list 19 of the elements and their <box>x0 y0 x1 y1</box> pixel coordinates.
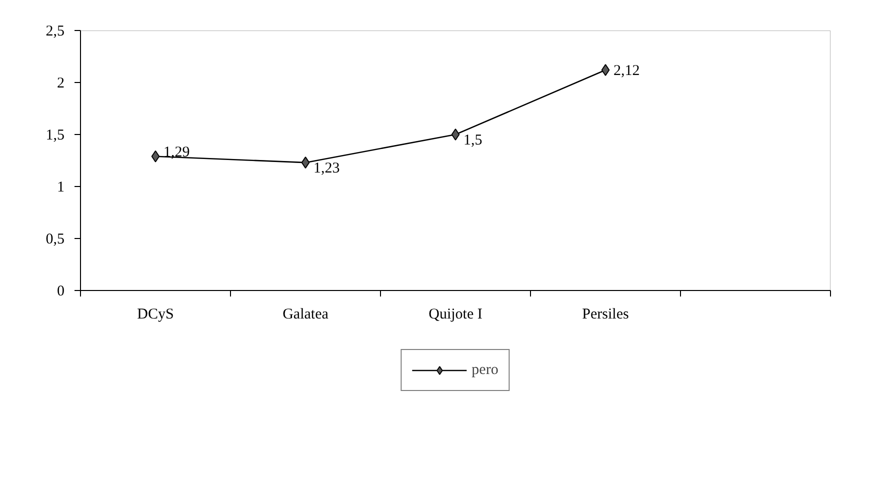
point <box>301 156 310 169</box>
point <box>451 128 460 140</box>
y-tick-label: 1,5 <box>46 128 64 144</box>
data-label: 1,29 <box>164 144 190 160</box>
data-label: 2,12 <box>614 63 640 80</box>
y-tick-label: 2,5 <box>46 24 64 40</box>
x-tick-label: Persiles <box>582 306 629 322</box>
point <box>151 150 160 162</box>
y-tick-label: 2 <box>57 76 64 92</box>
x-tick-label: Galatea <box>282 306 329 322</box>
data-label: 1,23 <box>314 160 340 177</box>
x-tick-label: Quijote I <box>428 306 482 322</box>
y-tick-label: 0 <box>57 284 64 300</box>
x-tick-label: DCyS <box>137 306 174 322</box>
y-tick-label: 1 <box>57 180 64 196</box>
point <box>601 64 610 76</box>
legend-label: pero <box>472 362 498 378</box>
data-label: 1,5 <box>464 132 482 148</box>
y-tick-label: 0,5 <box>46 232 64 248</box>
